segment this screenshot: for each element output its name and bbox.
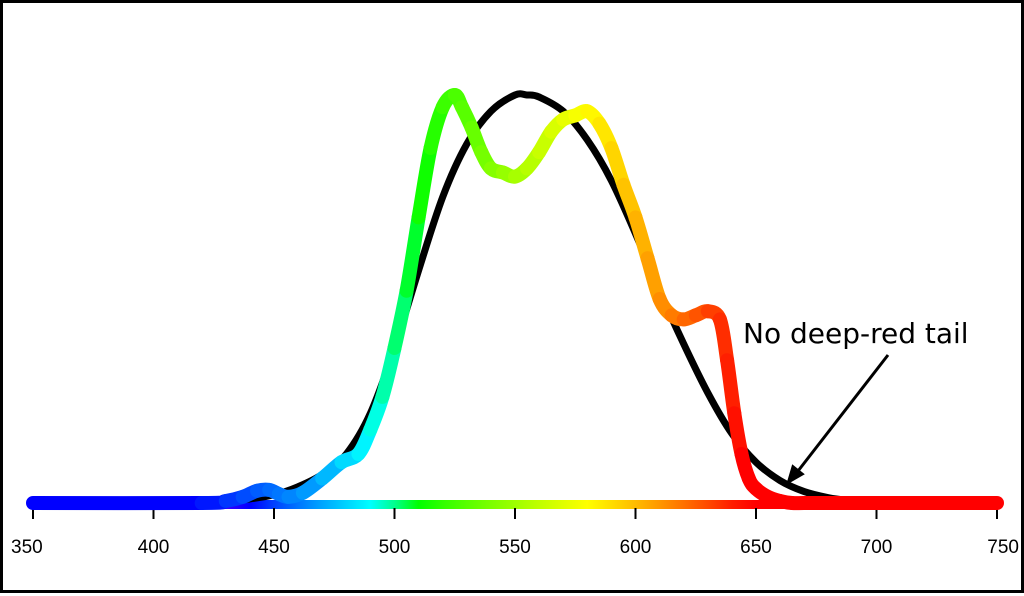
- x-tick-label: 350: [11, 537, 43, 558]
- x-tick-label: 700: [861, 537, 893, 558]
- led-spectrum-segment: [395, 291, 407, 348]
- led-spectrum-group: [33, 95, 997, 503]
- annotation-label: No deep-red tail: [743, 317, 969, 350]
- annotation-arrow: [794, 355, 888, 476]
- x-tick-label: 400: [138, 537, 170, 558]
- led-spectrum-segment: [727, 360, 734, 413]
- annotation-group: No deep-red tail: [743, 317, 969, 485]
- x-tick-label: 750: [987, 537, 1019, 558]
- x-tick-label: 650: [740, 537, 772, 558]
- x-tick-label: 550: [499, 537, 531, 558]
- reference-curve-group: [33, 94, 997, 503]
- led-spectrum-segment: [382, 348, 394, 397]
- led-spectrum-segment: [419, 148, 431, 217]
- x-tick-label: 450: [258, 537, 290, 558]
- x-tick-label: 500: [379, 537, 411, 558]
- spectrum-chart: 350 400 450 500 550 600 650 700 750 No deep-red …: [3, 3, 1024, 596]
- x-tick-label: 600: [620, 537, 652, 558]
- reference-curve: [33, 94, 997, 503]
